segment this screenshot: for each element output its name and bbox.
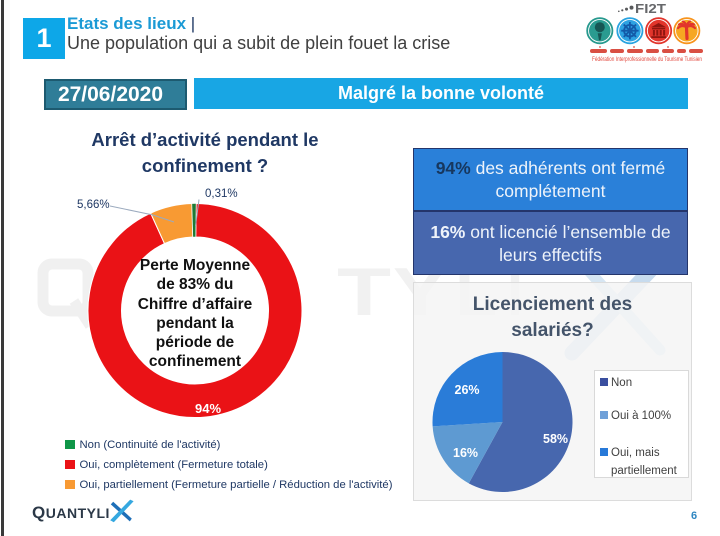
svg-text:Fédération Interprofessionnell: Fédération Interprofessionnelle du Touri… <box>592 56 702 63</box>
svg-text:FI2T: FI2T <box>635 1 666 16</box>
svg-text:T: T <box>337 254 391 330</box>
